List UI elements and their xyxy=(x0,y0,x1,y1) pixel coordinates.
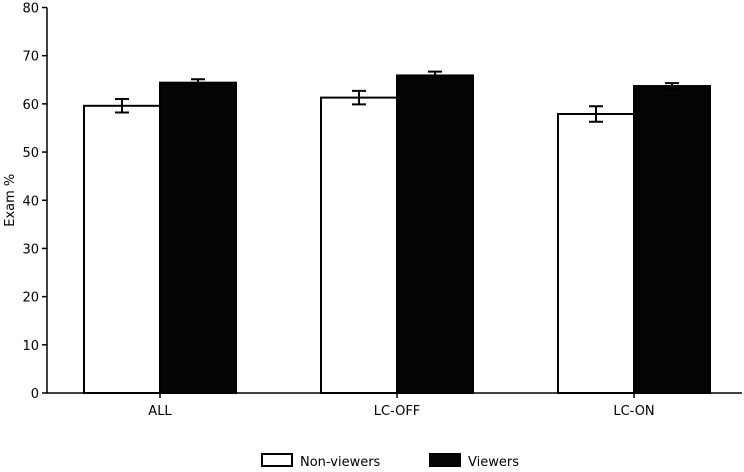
y-tick-label: 10 xyxy=(22,339,39,354)
y-tick-label: 50 xyxy=(22,146,39,161)
legend-swatch xyxy=(429,453,461,467)
y-axis-label: Exam % xyxy=(3,174,18,227)
error-bar xyxy=(589,105,603,123)
x-tick-label: LC-ON xyxy=(613,404,654,419)
error-bar xyxy=(665,82,679,90)
y-tick-label: 20 xyxy=(22,291,39,306)
bar xyxy=(320,96,398,394)
y-tick-label: 30 xyxy=(22,242,39,257)
error-bar xyxy=(191,78,205,88)
y-tick-label: 40 xyxy=(22,194,39,209)
legend-label: Viewers xyxy=(468,455,519,468)
y-tick-label: 0 xyxy=(31,387,39,402)
bar xyxy=(396,74,474,395)
legend-label: Non-viewers xyxy=(300,455,381,468)
x-tick-label: LC-OFF xyxy=(374,404,421,419)
bar xyxy=(83,104,161,395)
x-tick-label: ALL xyxy=(148,404,172,419)
bar xyxy=(557,112,635,394)
error-bar xyxy=(352,89,366,106)
legend-swatch xyxy=(261,453,293,467)
y-tick-label: 60 xyxy=(22,98,39,113)
bar xyxy=(633,85,711,394)
error-bar xyxy=(428,70,442,81)
error-bar xyxy=(115,98,129,114)
bar xyxy=(159,81,237,395)
y-tick-label: 70 xyxy=(22,50,39,65)
y-tick-label: 80 xyxy=(22,2,39,17)
